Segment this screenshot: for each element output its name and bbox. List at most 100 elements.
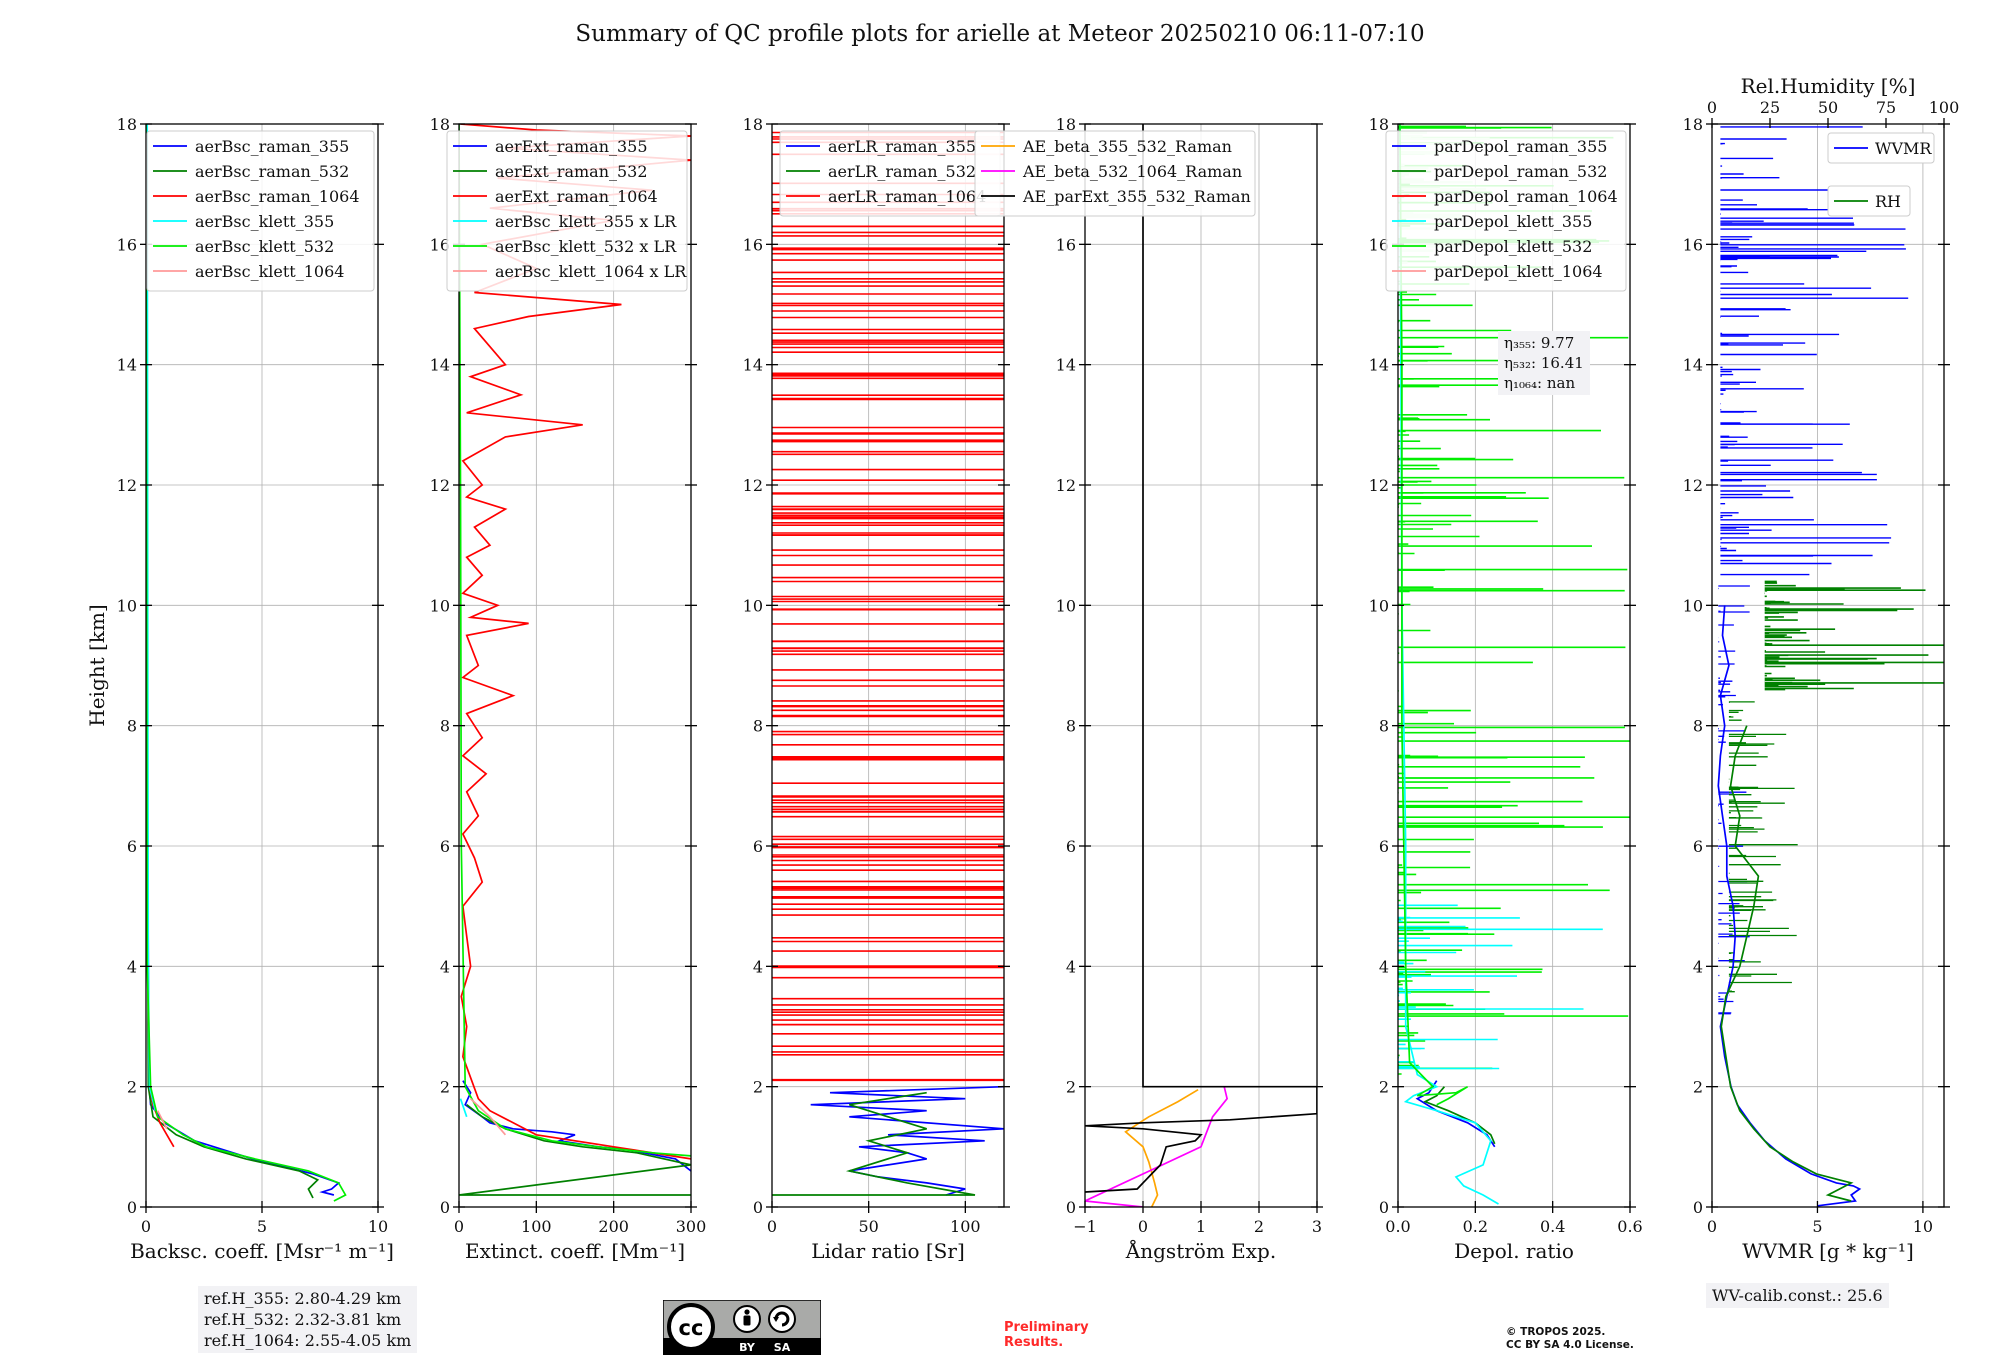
eta-355: η₃₅₅: 9.77 [1504, 334, 1575, 352]
legend-label: aerBsc_klett_532 [195, 237, 334, 256]
profile-plots: Height [km] 0 2 4 6 8 10 12 14 16 18 0 5 10 Backsc. co… [85, 74, 1959, 1263]
y-tick-label: 4 [1379, 957, 1389, 976]
legend-label: parDepol_raman_532 [1434, 162, 1607, 181]
panel-2: 0 2 4 6 8 10 12 14 16 18 0 100 200 300 Extinct. coeff.… [430, 115, 707, 1263]
legend-label: aerLR_raman_1064 [828, 187, 986, 206]
y-axis-label: Height [km] [85, 604, 109, 726]
x-tick-label: 100 [521, 1217, 552, 1236]
legend: aerBsc_raman_355 aerBsc_raman_532 aerBsc_r… [146, 130, 375, 292]
ref-height-355: ref.H_355: 2.80-4.29 km [204, 1289, 402, 1308]
y-tick-label: 2 [1379, 1078, 1389, 1097]
y-tick-label: 8 [1379, 717, 1389, 736]
y-tick-label: 6 [127, 837, 137, 856]
y-tick-label: 6 [1693, 837, 1703, 856]
legend-label: parDepol_raman_1064 [1434, 187, 1618, 206]
legend-label: AE_beta_532_1064_Raman [1022, 162, 1242, 181]
legend-label: aerExt_raman_1064 [495, 187, 658, 206]
y-tick-label: 10 [430, 596, 450, 615]
y-tick-label: 6 [753, 837, 763, 856]
x-tick-label: 5 [1812, 1217, 1822, 1236]
legend-label: parDepol_klett_355 [1434, 212, 1592, 231]
x-tick-label: 200 [598, 1217, 629, 1236]
eta-box: η₃₅₅: 9.77 η₅₃₂: 16.41 η₁₀₆₄: nan [1498, 331, 1590, 395]
x-tick-label: 10 [368, 1217, 388, 1236]
x-tick-label: 0.2 [1463, 1217, 1488, 1236]
x-tick-label: 0.6 [1617, 1217, 1642, 1236]
x-axis-label: Extinct. coeff. [Mm⁻¹] [465, 1239, 685, 1263]
noise-spikes [1764, 580, 1944, 691]
legend-label: aerLR_raman_532 [828, 162, 976, 181]
legend-label: aerBsc_klett_1064 x LR [495, 262, 687, 281]
y-tick-label: 12 [430, 476, 450, 495]
legend-label: aerBsc_klett_532 x LR [495, 237, 677, 256]
ref-height-532: ref.H_532: 2.32-3.81 km [204, 1310, 402, 1329]
y-tick-label: 14 [1683, 356, 1703, 375]
x-tick-label: 0 [454, 1217, 464, 1236]
x-tick-label: 0 [1138, 1217, 1148, 1236]
x-axis-label: Backsc. coeff. [Msr⁻¹ m⁻¹] [130, 1239, 394, 1263]
legend-label: aerBsc_klett_355 x LR [495, 212, 677, 231]
series-aerBsc_klett_1064 [156, 1110, 168, 1130]
legend-box [446, 130, 688, 292]
y-tick-label: 16 [1369, 235, 1389, 254]
legend-label: aerBsc_raman_355 [195, 137, 349, 156]
plot-frame [1397, 123, 1631, 1208]
y-tick-label: 0 [1066, 1198, 1076, 1217]
y-tick-label: 4 [1693, 957, 1703, 976]
x-axis-label: WVMR [g * kg⁻¹] [1742, 1239, 1914, 1263]
x2-tick-label: 25 [1760, 98, 1780, 117]
y-tick-label: 6 [440, 837, 450, 856]
x-tick-label: 0.4 [1540, 1217, 1565, 1236]
share-alike-icon [768, 1305, 796, 1333]
x-tick-label: 100 [950, 1217, 981, 1236]
legend-label: parDepol_raman_355 [1434, 137, 1607, 156]
y-tick-label: 0 [440, 1198, 450, 1217]
y-tick-label: 10 [1369, 596, 1389, 615]
x-tick-label: 0 [767, 1217, 777, 1236]
x-axis-label: Lidar ratio [Sr] [811, 1239, 965, 1263]
legend: aerExt_raman_355 aerExt_raman_532 aerExt_r… [446, 130, 688, 292]
series-aerBsc_klett_532 [146, 124, 347, 1202]
legend: parDepol_raman_355 parDepol_raman_532 parD… [1385, 130, 1627, 292]
y-tick-label: 8 [753, 717, 763, 736]
y-tick-label: 14 [1056, 356, 1076, 375]
y-tick-label: 16 [1683, 235, 1703, 254]
x-tick-label: 0 [1707, 1217, 1717, 1236]
legend: AE_beta_355_532_Raman AE_beta_532_1064_Ra… [974, 130, 1256, 217]
y-tick-label: 4 [753, 957, 763, 976]
legend-label: aerExt_raman_355 [495, 137, 648, 156]
y-tick-label: 2 [1693, 1078, 1703, 1097]
series-aerExt_raman_532 [459, 1104, 691, 1196]
y-tick-label: 2 [753, 1078, 763, 1097]
cc-icon [667, 1303, 715, 1351]
x-axis-label: Depol. ratio [1454, 1239, 1574, 1263]
y-tick-label: 14 [430, 356, 450, 375]
plot-frame [1711, 123, 1945, 1208]
y-tick-label: 18 [117, 115, 137, 134]
x-tick-label: 50 [858, 1217, 878, 1236]
legend: RH [1827, 185, 1911, 217]
y-tick-label: 4 [440, 957, 450, 976]
noise-spikes [1728, 697, 1798, 996]
eta-532: η₅₃₂: 16.41 [1504, 354, 1584, 372]
y-tick-label: 12 [1369, 476, 1389, 495]
panel-5: 0 2 4 6 8 10 12 14 16 18 0.0 0.2 0.4 0.6 Depol. ratio p… [1369, 115, 1643, 1263]
y-tick-label: 8 [127, 717, 137, 736]
y-tick-label: 10 [117, 596, 137, 615]
copyright-note: © TROPOS 2025. CC BY SA 4.0 License. [1506, 1326, 1634, 1351]
series-parDepol_raman_532 [1423, 1086, 1496, 1145]
y-tick-label: 18 [430, 115, 450, 134]
y-tick-label: 2 [127, 1078, 137, 1097]
figure-title: Summary of QC profile plots for arielle … [575, 21, 1425, 47]
lidar-ratio-1064-bars [772, 131, 1004, 1082]
series-aerLR_raman_355 [810, 1085, 1004, 1196]
legend: aerLR_raman_355 aerLR_raman_532 aerLR_rama… [779, 130, 1001, 217]
x2-tick-label: 0 [1707, 98, 1717, 117]
y-tick-label: 16 [743, 235, 763, 254]
y-tick-label: 14 [117, 356, 137, 375]
legend-label: aerBsc_raman_1064 [195, 187, 360, 206]
x-tick-label: 3 [1312, 1217, 1322, 1236]
y-tick-label: 10 [1683, 596, 1703, 615]
legend-box [1827, 132, 1935, 164]
